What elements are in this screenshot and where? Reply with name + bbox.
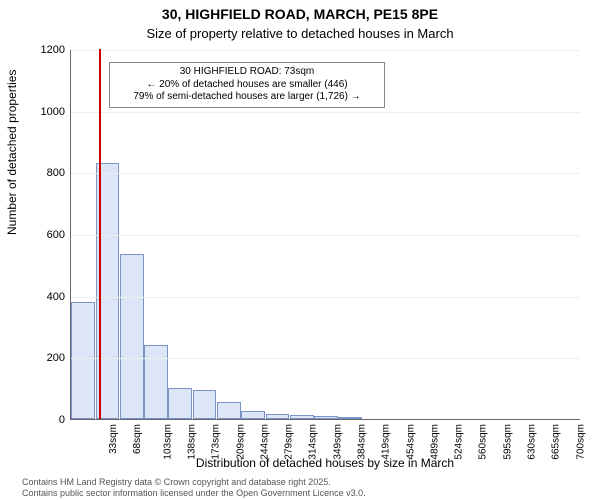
y-axis-label: Number of detached properties <box>5 70 19 235</box>
gridline <box>71 358 580 359</box>
chart-title-2: Size of property relative to detached ho… <box>0 26 600 41</box>
histogram-bar <box>168 388 192 419</box>
x-tick-label: 244sqm <box>259 424 270 460</box>
x-tick-label: 68sqm <box>132 424 143 454</box>
y-tick-label: 0 <box>35 414 65 426</box>
histogram-bar <box>266 414 290 419</box>
y-tick-label: 600 <box>35 229 65 241</box>
y-tick-label: 200 <box>35 352 65 364</box>
histogram-bar <box>120 254 144 419</box>
gridline <box>71 235 580 236</box>
info-box-line: ← 20% of detached houses are smaller (44… <box>116 79 378 92</box>
x-tick-label: 419sqm <box>381 424 392 460</box>
histogram-bar <box>290 415 314 419</box>
y-tick-label: 400 <box>35 291 65 303</box>
x-tick-label: 349sqm <box>332 424 343 460</box>
x-tick-label: 560sqm <box>478 424 489 460</box>
x-tick-label: 454sqm <box>405 424 416 460</box>
x-tick-label: 665sqm <box>551 424 562 460</box>
histogram-bar <box>217 402 241 419</box>
x-tick-label: 314sqm <box>308 424 319 460</box>
y-tick-label: 800 <box>35 167 65 179</box>
footer-line-1: Contains HM Land Registry data © Crown c… <box>22 477 366 487</box>
gridline <box>71 50 580 51</box>
x-tick-label: 700sqm <box>575 424 586 460</box>
info-box-line: 30 HIGHFIELD ROAD: 73sqm <box>116 66 378 79</box>
x-tick-label: 595sqm <box>502 424 513 460</box>
property-marker-line <box>99 49 101 419</box>
histogram-bar <box>71 302 95 419</box>
x-tick-label: 279sqm <box>284 424 295 460</box>
x-tick-label: 138sqm <box>187 424 198 460</box>
plot-area: 30 HIGHFIELD ROAD: 73sqm← 20% of detache… <box>70 50 580 420</box>
histogram-bar <box>144 345 168 419</box>
info-box: 30 HIGHFIELD ROAD: 73sqm← 20% of detache… <box>109 62 385 108</box>
x-tick-label: 103sqm <box>162 424 173 460</box>
y-tick-label: 1000 <box>35 106 65 118</box>
gridline <box>71 297 580 298</box>
x-tick-label: 489sqm <box>429 424 440 460</box>
histogram-bar <box>193 390 217 419</box>
footer-attribution: Contains HM Land Registry data © Crown c… <box>22 477 366 498</box>
x-tick-label: 384sqm <box>357 424 368 460</box>
gridline <box>71 173 580 174</box>
x-tick-label: 524sqm <box>454 424 465 460</box>
x-tick-label: 630sqm <box>527 424 538 460</box>
chart-title-1: 30, HIGHFIELD ROAD, MARCH, PE15 8PE <box>0 6 600 22</box>
info-box-line: 79% of semi-detached houses are larger (… <box>116 91 378 104</box>
y-tick-label: 1200 <box>35 44 65 56</box>
x-tick-label: 209sqm <box>235 424 246 460</box>
footer-line-2: Contains public sector information licen… <box>22 488 366 498</box>
histogram-bar <box>241 411 265 419</box>
gridline <box>71 112 580 113</box>
histogram-bar <box>314 416 338 419</box>
chart-container: 30, HIGHFIELD ROAD, MARCH, PE15 8PE Size… <box>0 0 600 500</box>
x-tick-label: 173sqm <box>211 424 222 460</box>
histogram-bar <box>338 417 362 419</box>
x-tick-label: 33sqm <box>108 424 119 454</box>
